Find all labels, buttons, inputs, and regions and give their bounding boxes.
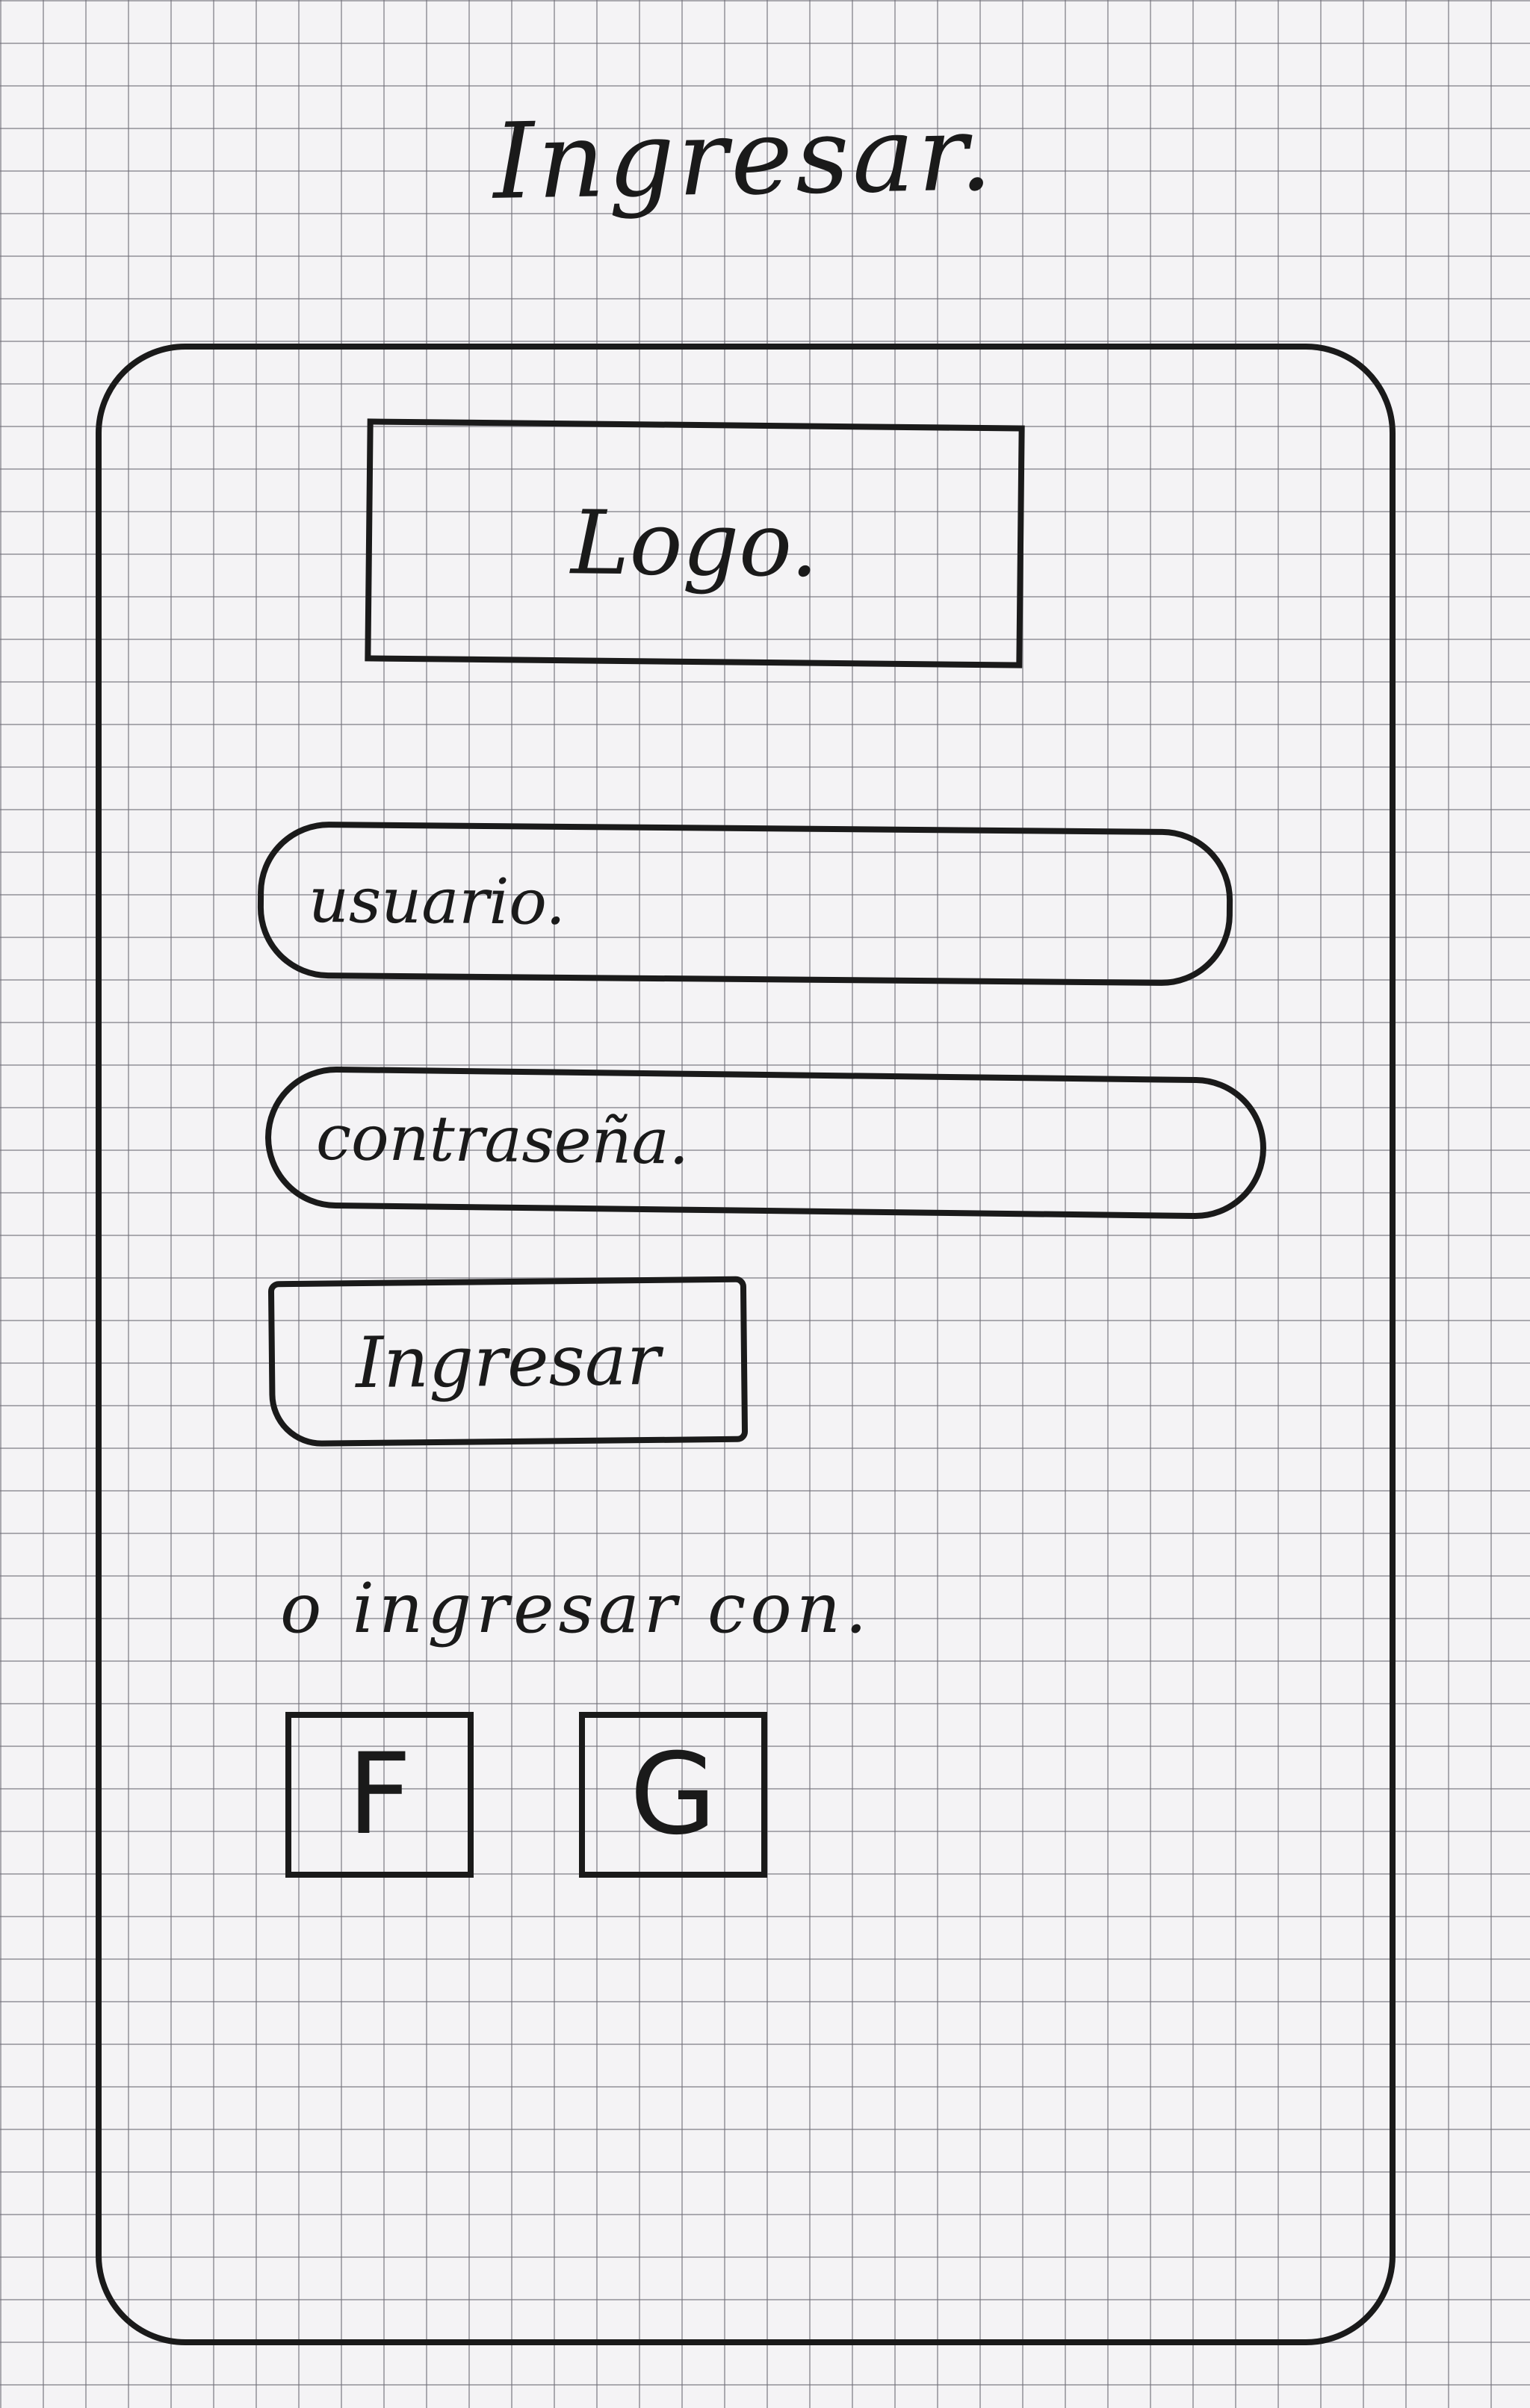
login-button-label: Ingresar [355,1319,661,1404]
facebook-icon: F [347,1730,412,1860]
google-login-button[interactable]: G [579,1712,767,1878]
logo-label: Logo. [570,490,820,597]
password-placeholder: contraseña. [315,1100,690,1179]
logo: Logo. [365,418,1025,668]
phone-frame [96,344,1396,2345]
login-button[interactable]: Ingresar [267,1276,749,1447]
username-field[interactable]: usuario. [257,821,1233,987]
alt-login-label: o ingresar con. [280,1568,872,1648]
password-field[interactable]: contraseña. [264,1065,1268,1220]
username-placeholder: usuario. [308,863,566,939]
page-title: Ingresar. [492,93,997,223]
facebook-login-button[interactable]: F [285,1712,474,1878]
google-icon: G [629,1730,717,1860]
